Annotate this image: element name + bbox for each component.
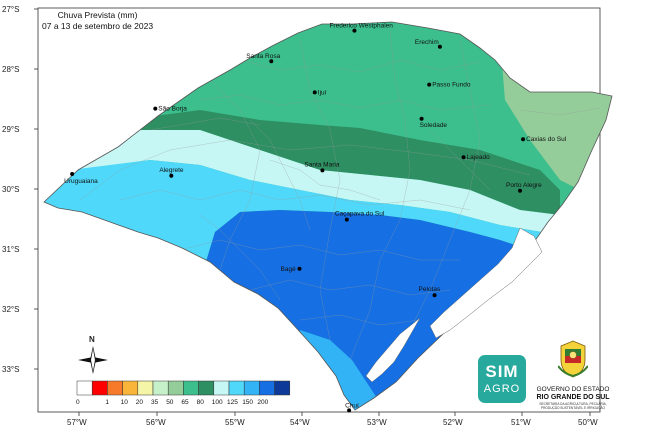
north-label: N <box>89 335 95 344</box>
lat-ticks <box>34 8 38 370</box>
north-arrow: N <box>78 335 108 374</box>
lon-label: 50°W <box>578 418 598 427</box>
city-dot <box>432 293 437 298</box>
map-frame <box>37 7 601 413</box>
simagro-logo-line1: SIM <box>485 362 519 381</box>
lat-label: 29°S <box>2 125 19 134</box>
legend-swatch <box>228 380 245 396</box>
city-dot <box>521 137 526 142</box>
lat-label: 28°S <box>2 65 19 74</box>
government-logo: GOVERNO DO ESTADO RIO GRANDE DO SUL SECR… <box>536 340 610 410</box>
city-dot <box>297 266 302 271</box>
title-line-1: Chuva Prevista (mm) <box>57 10 138 20</box>
city-label: Passo Fundo <box>432 82 471 89</box>
lagoa-mirim <box>365 317 421 383</box>
legend-tick-label: 150 <box>242 399 253 406</box>
government-line-1: GOVERNO DO ESTADO <box>536 386 610 393</box>
legend-swatch <box>198 380 215 396</box>
city-dot <box>461 155 466 160</box>
map-title: Chuva Prevista (mm) 07 a 13 de setembro … <box>42 10 153 32</box>
legend-swatch <box>183 380 199 396</box>
city-label: Chuí <box>345 402 359 409</box>
legend-tick-label: 200 <box>257 399 268 406</box>
city-label: Caçapava do Sul <box>335 211 385 218</box>
city-dot <box>352 28 357 33</box>
legend-tick-label: 10 <box>121 399 129 406</box>
city-dot <box>427 82 432 87</box>
city-label: Soledade <box>420 122 448 129</box>
state-outline <box>43 21 613 411</box>
lon-label: 54°W <box>290 418 310 427</box>
city-dot <box>153 106 158 111</box>
title-line-2: 07 a 13 de setembro de 2023 <box>42 21 154 31</box>
lon-ticks <box>78 412 591 416</box>
legend-tick-label: 35 <box>151 399 159 406</box>
city-label: Santa Maria <box>304 161 339 168</box>
city-label: São Borja <box>158 106 187 113</box>
legend-swatch <box>243 380 260 396</box>
city-label: Alegrete <box>159 167 184 174</box>
city-dot <box>347 408 352 413</box>
legend-swatch <box>137 380 154 396</box>
city-dot <box>419 116 424 121</box>
lat-label: 33°S <box>2 365 19 374</box>
city-dot <box>518 188 523 193</box>
city-dot <box>312 90 317 95</box>
city-label: Pelotas <box>419 286 441 293</box>
legend-tick-label: 80 <box>197 399 205 406</box>
city-label: Lajeado <box>467 154 491 161</box>
government-line-2: RIO GRANDE DO SUL <box>536 394 610 401</box>
city-dot <box>437 44 442 49</box>
city-label: Ijuí <box>318 89 327 96</box>
rainfall-legend: 0 1 10 20 35 50 65 80 100 125 150 200 <box>76 380 291 406</box>
lon-label: 51°W <box>511 418 531 427</box>
city-label: Bagé <box>281 266 297 273</box>
city-label: Frederico Westphalen <box>329 23 393 30</box>
lat-label: 32°S <box>2 305 19 314</box>
legend-swatch <box>122 380 139 396</box>
lon-label: 52°W <box>443 418 463 427</box>
city-dot <box>344 217 349 222</box>
city-dot <box>70 172 75 176</box>
legend-tick-label: 50 <box>166 399 174 406</box>
city-label: Porto Alegre <box>506 182 542 189</box>
legend-tick-label: 1 <box>105 399 109 406</box>
legend-tick-label: 65 <box>181 399 189 406</box>
latitude-labels: 27°S 28°S 29°S 30°S 31°S 32°S 33°S <box>2 5 19 374</box>
legend-swatch <box>259 380 275 396</box>
simagro-logo: SIM AGRO <box>478 355 526 403</box>
legend-swatch <box>76 380 93 396</box>
lagoa-dos-patos <box>429 227 543 339</box>
coat-of-arms-icon <box>557 340 589 378</box>
city-label: Erechim <box>415 39 439 46</box>
legend-swatch <box>107 380 123 396</box>
legend-swatch <box>167 380 184 396</box>
city-label: Caxias do Sul <box>526 136 567 143</box>
simagro-logo-line2: AGRO <box>483 383 521 395</box>
lat-label: 30°S <box>2 185 19 194</box>
legend-tick-label: 20 <box>136 399 144 406</box>
legend-swatch <box>152 380 169 396</box>
city-dot <box>269 59 274 64</box>
legend-swatch <box>213 380 230 396</box>
lon-label: 53°W <box>367 418 387 427</box>
legend-swatch <box>274 380 291 396</box>
city-label: Uruguaiana <box>64 178 98 185</box>
city-markers: Frederico Westphalen Erechim Santa Rosa Iju… <box>64 23 567 413</box>
legend-tick-label: 125 <box>227 399 238 406</box>
lon-label: 56°W <box>146 418 166 427</box>
lon-label: 55°W <box>225 418 245 427</box>
legend-tick-label: 100 <box>212 399 223 406</box>
lon-label: 57°W <box>67 418 87 427</box>
longitude-labels: 57°W 56°W 55°W 54°W 53°W 52°W 51°W 50°W <box>67 418 598 427</box>
city-dot <box>169 173 174 178</box>
city-label: Santa Rosa <box>246 53 280 60</box>
legend-swatch <box>91 380 108 396</box>
lat-label: 27°S <box>2 5 19 14</box>
city-dot <box>320 168 325 173</box>
lat-label: 31°S <box>2 245 19 254</box>
legend-tick-label: 0 <box>76 399 80 406</box>
government-line-3: SECRETARIA DA AGRICULTURA, PECUÁRIA, PRO… <box>539 402 607 410</box>
